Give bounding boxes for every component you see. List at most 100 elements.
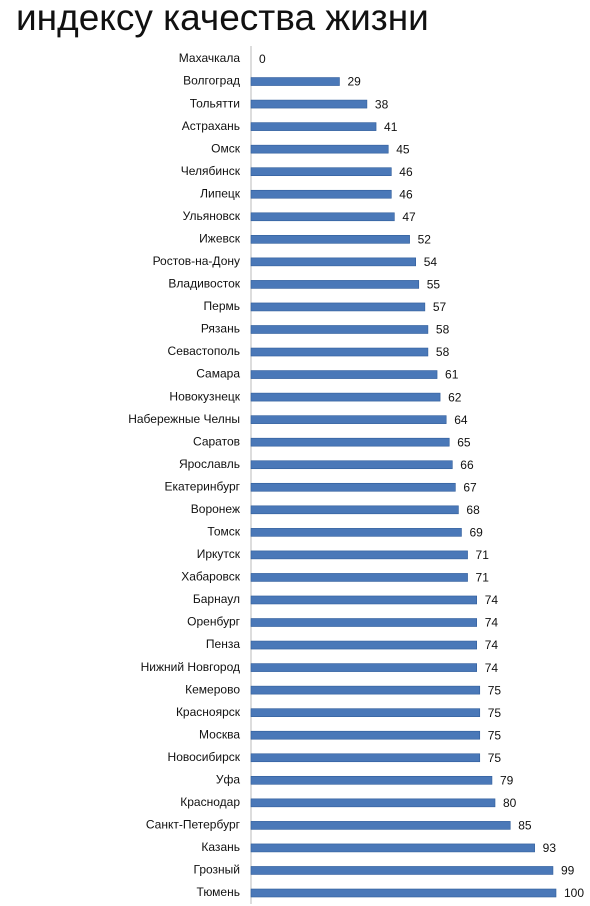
category-label: Пермь bbox=[204, 299, 240, 313]
bar bbox=[250, 730, 481, 740]
category-label: Новокузнецк bbox=[169, 389, 240, 403]
category-label: Владивосток bbox=[168, 277, 240, 291]
value-label: 64 bbox=[454, 413, 468, 427]
value-label: 75 bbox=[488, 683, 502, 697]
category-label: Севастополь bbox=[168, 344, 240, 358]
bar bbox=[250, 257, 416, 267]
value-label: 41 bbox=[384, 120, 398, 134]
category-label: Томск bbox=[207, 525, 240, 539]
bar bbox=[250, 821, 511, 830]
bar bbox=[250, 280, 420, 289]
category-label: Барнаул bbox=[193, 592, 240, 606]
category-label: Челябинск bbox=[181, 164, 241, 178]
value-label: 74 bbox=[485, 593, 499, 607]
category-label: Екатеринбург bbox=[165, 479, 241, 493]
chart-title: индексу качества жизни bbox=[16, 0, 429, 38]
bar bbox=[250, 888, 557, 898]
category-label: Хабаровск bbox=[181, 570, 241, 584]
bar bbox=[250, 212, 395, 222]
bar bbox=[250, 167, 392, 177]
value-label: 71 bbox=[476, 571, 490, 585]
bar bbox=[250, 618, 477, 627]
bar bbox=[250, 866, 554, 875]
value-label: 75 bbox=[488, 706, 502, 720]
bar bbox=[250, 347, 429, 357]
bar bbox=[250, 189, 392, 199]
bar bbox=[250, 437, 450, 447]
bar bbox=[250, 482, 456, 492]
bar bbox=[250, 99, 368, 109]
category-label: Самара bbox=[196, 367, 240, 381]
category-label: Новосибирск bbox=[168, 750, 241, 764]
value-label: 58 bbox=[436, 345, 450, 359]
category-label: Ижевск bbox=[199, 231, 241, 245]
bar bbox=[250, 235, 410, 244]
value-label: 99 bbox=[561, 864, 575, 878]
bar bbox=[250, 708, 481, 717]
bar bbox=[250, 415, 447, 424]
category-label: Иркутск bbox=[197, 547, 241, 561]
category-label: Волгоград bbox=[183, 74, 240, 88]
category-label: Кемерово bbox=[185, 682, 240, 696]
value-label: 100 bbox=[564, 886, 584, 900]
value-label: 52 bbox=[418, 232, 432, 246]
value-label: 0 bbox=[259, 52, 266, 66]
bar bbox=[250, 550, 468, 560]
value-label: 93 bbox=[543, 841, 557, 855]
value-label: 75 bbox=[488, 751, 502, 765]
category-label: Рязань bbox=[201, 322, 240, 336]
category-label: Москва bbox=[199, 727, 240, 741]
category-label: Тюмень bbox=[197, 885, 240, 899]
category-label: Ярославль bbox=[179, 457, 240, 471]
category-label: Тольятти bbox=[190, 96, 240, 110]
value-label: 62 bbox=[448, 390, 462, 404]
category-label: Саратов bbox=[193, 434, 240, 448]
category-label: Красноярск bbox=[176, 705, 241, 719]
bar bbox=[250, 122, 377, 131]
category-label: Грозный bbox=[194, 863, 241, 877]
value-label: 69 bbox=[469, 526, 483, 540]
bar bbox=[250, 77, 340, 86]
bar bbox=[250, 843, 535, 853]
category-label: Нижний Новгород bbox=[141, 660, 240, 674]
value-label: 46 bbox=[399, 187, 413, 201]
value-label: 61 bbox=[445, 368, 459, 382]
bar bbox=[250, 325, 429, 334]
bar bbox=[250, 595, 477, 605]
category-label: Ульяновск bbox=[183, 209, 241, 223]
value-label: 74 bbox=[485, 661, 499, 675]
category-label: Омск bbox=[211, 141, 241, 155]
bar bbox=[250, 505, 459, 515]
value-label: 65 bbox=[457, 435, 471, 449]
category-label: Астрахань bbox=[182, 119, 240, 133]
bar bbox=[250, 663, 477, 672]
bar bbox=[250, 753, 481, 763]
value-label: 74 bbox=[485, 638, 499, 652]
value-label: 45 bbox=[396, 142, 410, 156]
value-label: 74 bbox=[485, 616, 499, 630]
category-label: Оренбург bbox=[187, 615, 240, 629]
bar bbox=[250, 640, 477, 650]
value-label: 29 bbox=[347, 75, 361, 89]
bar bbox=[250, 685, 481, 695]
category-label: Ростов-на-Дону bbox=[153, 254, 240, 268]
category-label: Набережные Челны bbox=[128, 412, 240, 426]
category-label: Липецк bbox=[200, 186, 241, 200]
bar bbox=[250, 798, 496, 808]
category-label: Воронеж bbox=[191, 502, 240, 516]
bar bbox=[250, 460, 453, 470]
category-label: Казань bbox=[201, 840, 240, 854]
value-label: 54 bbox=[424, 255, 438, 269]
bar bbox=[250, 573, 468, 582]
bar bbox=[250, 775, 493, 785]
category-label: Санкт-Петербург bbox=[146, 818, 241, 832]
bar bbox=[250, 302, 426, 312]
value-label: 75 bbox=[488, 728, 502, 742]
value-label: 38 bbox=[375, 97, 389, 111]
bar bbox=[250, 392, 441, 402]
value-label: 79 bbox=[500, 773, 514, 787]
category-label: Уфа bbox=[216, 772, 240, 786]
value-label: 71 bbox=[476, 548, 490, 562]
category-label: Пенза bbox=[206, 637, 240, 651]
